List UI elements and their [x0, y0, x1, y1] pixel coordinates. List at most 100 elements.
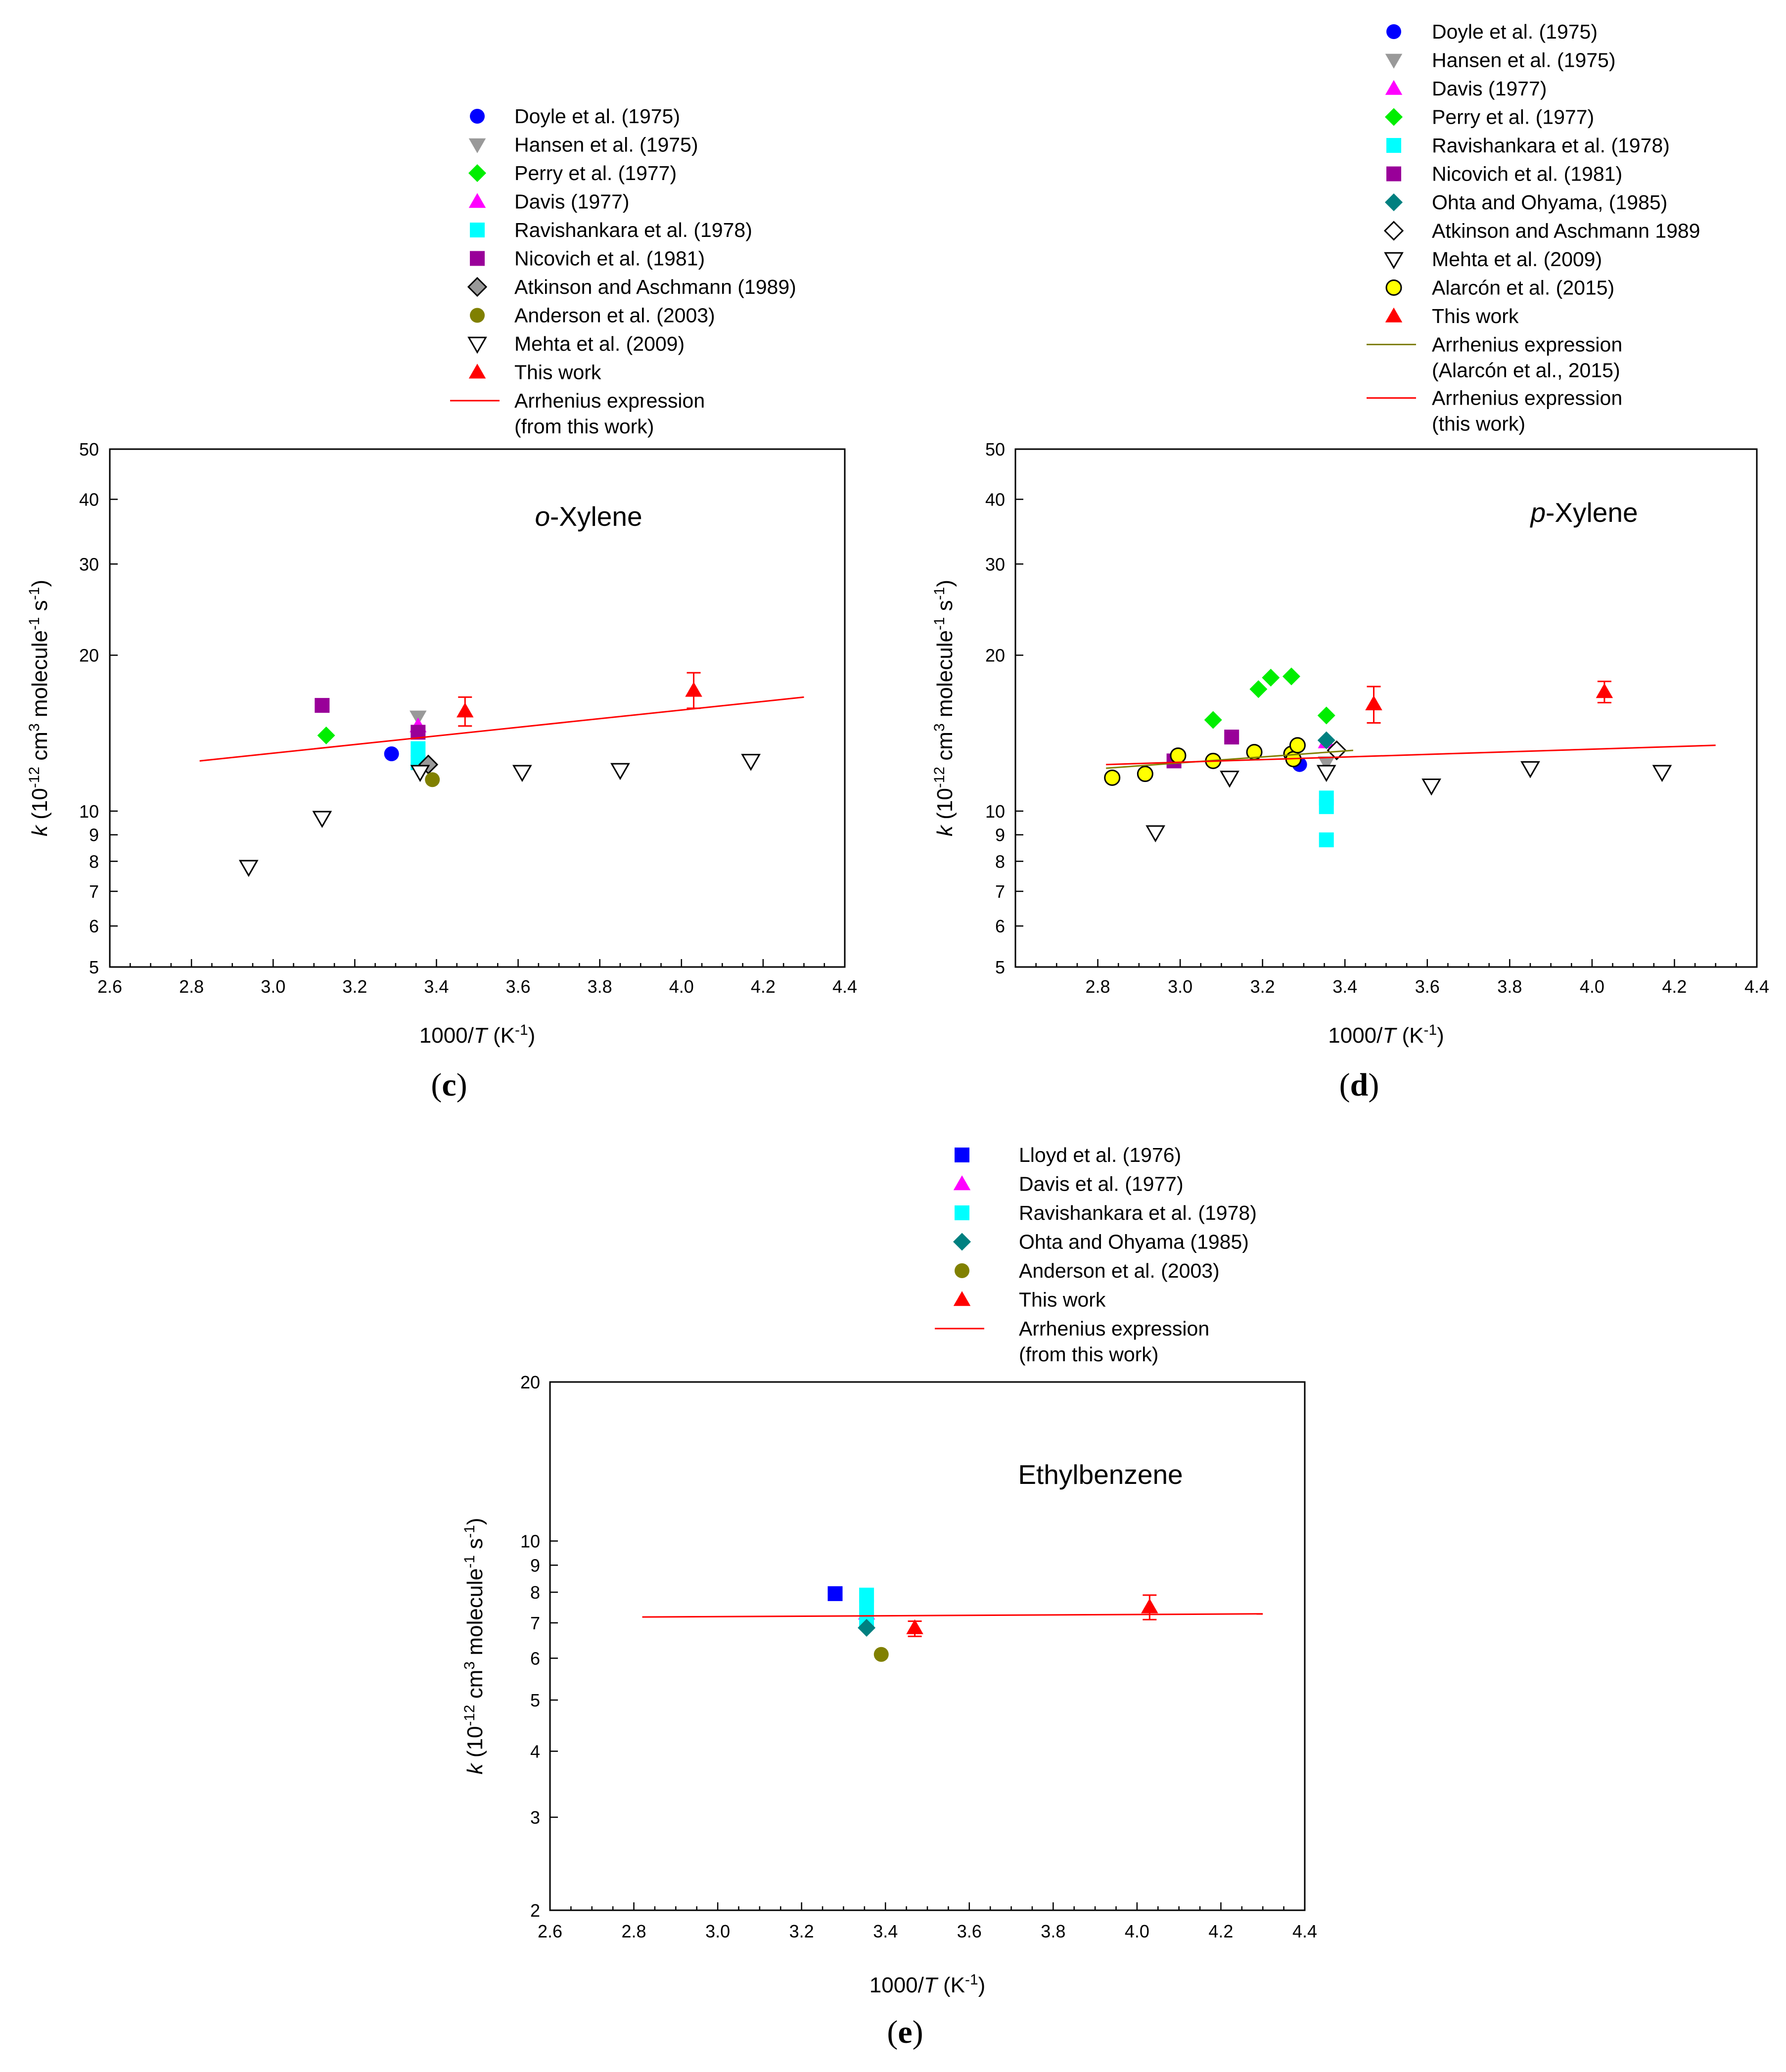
compound-annotation: p-Xylene	[1529, 497, 1638, 528]
data-point	[1652, 765, 1672, 782]
legend-marker-swatch	[1385, 307, 1403, 322]
y-tick-label: 7	[89, 881, 99, 902]
data-point	[411, 741, 426, 756]
series-mehta-et-al-2009	[1145, 761, 1672, 842]
legend-entry-this-work: This work	[953, 1289, 1106, 1311]
x-axis-title: 1000/T (K-1)	[419, 1022, 535, 1048]
legend-entry-atkinson-and-aschmann-1989: Atkinson and Aschmann 1989	[1383, 220, 1700, 242]
compound-annotation: Ethylbenzene	[1018, 1459, 1183, 1490]
x-tick-label: 3.2	[342, 976, 367, 997]
data-point	[1137, 766, 1153, 783]
data-point	[906, 1619, 923, 1634]
y-tick-label: 20	[79, 645, 99, 666]
chart-panel-c-o-xylene: 2.6 2.8 3.0 3.2 3.4 3.6 3.8 4.0 4.2 4.4 5 6 7 8 9 10 20 3…	[26, 105, 858, 1103]
legend-label: Arrhenius expression	[514, 389, 705, 412]
data-point	[512, 765, 532, 782]
series-arrhenius-expression-alarc-n-et-al-2015	[1106, 749, 1353, 769]
panel-label: (c)	[431, 1067, 467, 1103]
legend-label: Nicovich et al. (1981)	[1432, 163, 1622, 185]
series-lloyd-et-al-1976	[827, 1586, 843, 1601]
x-tick-label: 4.4	[832, 976, 857, 997]
legend-label: Davis (1977)	[1432, 77, 1547, 100]
x-tick-label: 3.6	[957, 1921, 982, 1941]
legend-marker-swatch	[1385, 108, 1403, 126]
legend-entry-mehta-et-al-2009: Mehta et al. (2009)	[1384, 248, 1602, 271]
legend-marker-swatch	[955, 1205, 969, 1220]
x-tick-label: 3.8	[1041, 1921, 1065, 1941]
legend-marker-swatch	[1386, 166, 1401, 182]
legend-entry-arrhenius-expression-from-this-work: Arrhenius expression (from this work)	[935, 1317, 1209, 1366]
y-axis-title: k (10-12 cm3 molecule-1 s-1)	[931, 580, 958, 836]
y-tick-label: 9	[530, 1555, 540, 1575]
series-ohta-and-ohyama-1985	[858, 1618, 876, 1637]
data-point	[1170, 747, 1187, 764]
x-tick-label: 2.6	[538, 1921, 562, 1941]
data-point	[685, 682, 702, 697]
series-doyle-et-al-1975	[384, 746, 399, 762]
legend-label: Hansen et al. (1975)	[514, 134, 698, 156]
data-point	[1145, 825, 1165, 842]
legend-entry-perry-et-al-1977: Perry et al. (1977)	[1385, 106, 1594, 129]
legend-label: Arrhenius expression	[1019, 1317, 1209, 1340]
x-tick-label: 3.2	[789, 1921, 814, 1941]
series-ohta-and-ohyama-1985	[1317, 731, 1335, 749]
y-tick-label: 4	[530, 1742, 540, 1762]
legend-entry-this-work: This work	[468, 361, 601, 384]
x-tick-label: 3.2	[1250, 976, 1275, 997]
data-layer	[1104, 667, 1716, 847]
y-tick-label: 20	[985, 645, 1005, 666]
data-point	[1220, 771, 1239, 788]
legend-label: Arrhenius expression	[1432, 387, 1622, 410]
legend-entry-ravishankara-et-al-1978: Ravishankara et al. (1978)	[1386, 134, 1670, 157]
legend-marker-swatch	[1386, 24, 1401, 39]
x-tick-label: 4.0	[669, 976, 694, 997]
legend-label: Lloyd et al. (1976)	[1019, 1144, 1181, 1166]
legend-label: Alarcón et al. (2015)	[1432, 276, 1614, 299]
legend-marker-swatch	[1385, 53, 1403, 69]
y-tick-label: 20	[520, 1372, 540, 1392]
plot-frame	[549, 1381, 1306, 1911]
series-anderson-et-al-2003	[873, 1647, 889, 1662]
panel-label: (d)	[1339, 1067, 1379, 1103]
x-tick-label: 3.0	[1168, 976, 1192, 997]
arrhenius-fit-line	[199, 696, 804, 762]
y-tick-label: 7	[995, 881, 1005, 902]
y-tick-label: 5	[89, 957, 99, 977]
y-tick-label: 40	[79, 489, 99, 509]
legend-label: Mehta et al. (2009)	[1432, 248, 1602, 271]
data-point	[1520, 761, 1540, 779]
legend-label: Hansen et al. (1975)	[1432, 49, 1616, 72]
x-tick-label: 2.6	[97, 976, 122, 997]
legend-label: Davis et al. (1977)	[1019, 1173, 1184, 1196]
x-tick-label: 3.6	[506, 976, 531, 997]
series-arrhenius-expression-from-this-work	[642, 1613, 1263, 1618]
series-anderson-et-al-2003	[425, 772, 440, 787]
y-tick-label: 40	[985, 489, 1005, 509]
data-point	[456, 702, 474, 718]
x-tick-label: 4.2	[1208, 1921, 1233, 1941]
data-point	[1421, 779, 1441, 796]
y-tick-label: 10	[985, 801, 1005, 822]
x-axis-title: 1000/T (K-1)	[870, 1972, 985, 1998]
y-tick-label: 10	[79, 801, 99, 822]
legend-marker-swatch	[953, 1291, 971, 1306]
x-tick-label: 3.4	[424, 976, 449, 997]
series-ravishankara-et-al-1978	[1319, 790, 1334, 847]
data-point	[1327, 740, 1347, 761]
y-axis-title: k (10-12 cm3 molecule-1 s-1)	[461, 1518, 488, 1775]
series-arrhenius-expression-this-work	[1106, 744, 1716, 766]
x-tick-label: 4.2	[751, 976, 776, 997]
legend-marker-swatch	[1384, 252, 1404, 270]
legend-entry-nicovich-et-al-1981: Nicovich et al. (1981)	[470, 247, 705, 270]
data-point	[1224, 730, 1239, 745]
series-atkinson-and-aschmann-1989	[1327, 740, 1347, 761]
y-tick-label: 6	[530, 1648, 540, 1668]
legend-marker-swatch	[468, 164, 486, 182]
x-tick-label: 3.4	[873, 1921, 898, 1941]
legend-entry-nicovich-et-al-1981: Nicovich et al. (1981)	[1386, 163, 1622, 185]
y-tick-label: 2	[530, 1900, 540, 1921]
legend-entry-ohta-and-ohyama-1985: Ohta and Ohyama, (1985)	[1385, 191, 1667, 214]
data-point	[410, 765, 430, 782]
legend-marker-swatch	[470, 308, 485, 323]
